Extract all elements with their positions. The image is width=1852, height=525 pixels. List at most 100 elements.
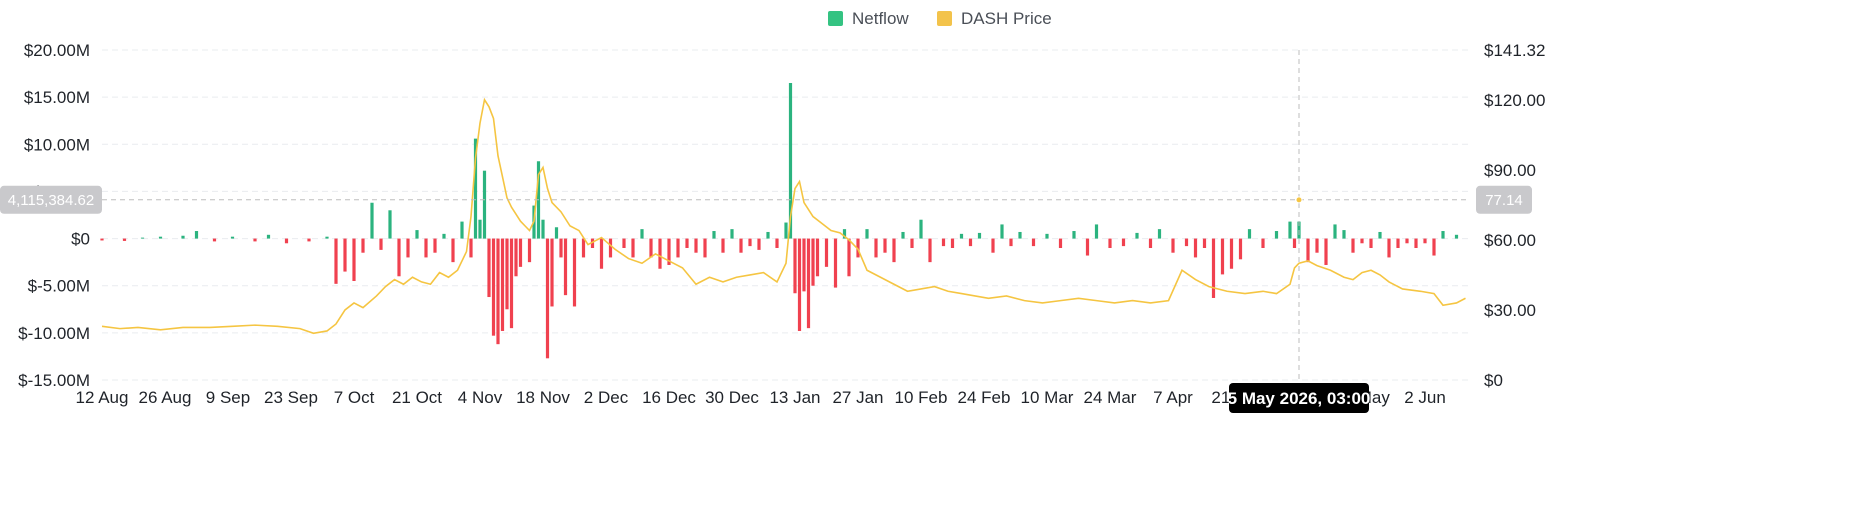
y-left-tick-label: $20.00M — [24, 41, 90, 60]
y-left-tick-label: $10.00M — [24, 135, 90, 154]
netflow-bar — [1432, 238, 1436, 256]
netflow-bar — [977, 232, 982, 239]
netflow-bar — [721, 238, 725, 253]
legend-netflow-swatch[interactable] — [828, 11, 843, 26]
x-tick-label: 10 Mar — [1021, 388, 1074, 407]
x-tick-label: 12 Aug — [76, 388, 129, 407]
legend-price-label[interactable]: DASH Price — [961, 9, 1052, 28]
netflow-bar — [815, 238, 820, 277]
netflow-bar — [460, 221, 464, 239]
netflow-bar — [640, 229, 644, 239]
netflow-bar — [1135, 232, 1139, 239]
x-tick-label: 30 Dec — [705, 388, 759, 407]
x-tick-label: 21 Oct — [392, 388, 442, 407]
netflow-bar — [343, 238, 347, 272]
netflow-bar — [1018, 231, 1022, 239]
crosshair-left-value: 4,115,384.62 — [8, 192, 94, 209]
netflow-bar — [802, 238, 806, 292]
crosshair-right-value: 77.14 — [1485, 192, 1523, 209]
price-line — [101, 97, 1466, 335]
x-tick-label: 7 Apr — [1153, 388, 1193, 407]
netflow-bar — [451, 238, 455, 263]
netflow-bar — [1157, 229, 1162, 239]
crosshair-price-point — [1295, 196, 1303, 204]
netflow-bar — [1108, 238, 1112, 248]
netflow-bar — [473, 138, 478, 239]
netflow-bar — [892, 238, 896, 263]
netflow-bar — [1288, 221, 1292, 239]
x-tick-label: 4 Nov — [458, 388, 503, 407]
y-left-tick-label: $15.00M — [24, 88, 90, 107]
netflow-bar — [1454, 234, 1459, 239]
netflow-bar — [482, 170, 487, 239]
netflow-bar — [1405, 238, 1409, 244]
legend-netflow-label[interactable]: Netflow — [852, 9, 909, 28]
netflow-bar — [991, 238, 995, 253]
netflow-bar — [284, 238, 289, 244]
netflow-bar — [1351, 238, 1355, 253]
x-axis: 12 Aug 26 Aug 9 Sep 23 Sep 7 Oct 21 Oct 4 Nov 1… — [76, 388, 1446, 407]
netflow-bar — [253, 238, 257, 242]
netflow-bar — [550, 238, 554, 307]
netflow-bar — [415, 230, 419, 239]
netflow-bar — [379, 238, 383, 250]
netflow-bar — [424, 238, 428, 258]
y-axis-left: $20.00M$15.00M$10.00M$5.00M$0$-5.00M$-10… — [18, 41, 90, 390]
netflow-bar — [1342, 230, 1346, 239]
netflow-bar — [554, 227, 559, 239]
x-tick-label: 7 Oct — [334, 388, 375, 407]
netflow-bar — [1247, 229, 1252, 239]
netflow-bar — [194, 231, 199, 239]
netflow-bar — [1261, 238, 1265, 248]
netflow-bar — [397, 238, 401, 277]
netflow-bar — [811, 238, 815, 286]
netflow-bar — [622, 238, 626, 248]
netflow-bar — [140, 237, 145, 239]
netflow-bar — [766, 231, 770, 239]
x-tick-label: 27 Jan — [832, 388, 883, 407]
netflow-bar — [968, 238, 973, 247]
x-tick-label: 26 Aug — [139, 388, 192, 407]
netflow-bar — [100, 238, 104, 241]
netflow-bar — [1378, 231, 1382, 239]
netflow-bar — [775, 238, 779, 248]
netflow-bar — [518, 238, 523, 267]
netflow-bar — [181, 235, 185, 239]
netflow-bar — [1202, 238, 1207, 248]
crosshair: 4,115,384.62 77.14 5 May 2026, 03:00 — [0, 50, 1532, 413]
netflow-bar — [599, 238, 604, 269]
y-left-tick-label: $-10.00M — [18, 324, 90, 343]
netflow-bar — [406, 238, 410, 258]
y-left-tick-label: $0 — [71, 230, 90, 249]
netflow-bar — [1292, 238, 1297, 248]
y-right-tick-label: $141.32 — [1484, 41, 1545, 60]
netflow-bar — [1031, 238, 1036, 247]
netflow-bar — [784, 222, 788, 239]
legend-price-swatch[interactable] — [937, 11, 952, 26]
netflow-bar — [847, 238, 851, 277]
netflow-bar — [842, 229, 847, 239]
netflow-bar — [1274, 231, 1279, 239]
netflow-bar — [334, 238, 338, 284]
netflow-bar — [433, 238, 437, 253]
netflow-bar — [1315, 238, 1319, 253]
netflow-bar — [1148, 238, 1153, 248]
y-right-tick-label: $30.00 — [1484, 301, 1536, 320]
netflow-bar — [1423, 238, 1427, 244]
netflow-bar — [1058, 238, 1063, 248]
netflow-bar — [1360, 238, 1364, 244]
crosshair-right-badge — [1476, 185, 1532, 214]
netflow-bar — [361, 238, 365, 253]
netflow-bar — [631, 238, 635, 258]
netflow-bar — [883, 238, 887, 253]
netflow-bar — [806, 238, 811, 329]
netflow-bar — [1009, 238, 1013, 247]
netflow-bar — [1085, 238, 1090, 256]
netflow-bar — [748, 238, 752, 247]
netflow-bar — [1396, 238, 1400, 248]
netflow-bar — [676, 238, 680, 258]
netflow-bar — [667, 238, 671, 265]
x-tick-label: 24 Feb — [958, 388, 1011, 407]
x-tick-label: 2 Jun — [1404, 388, 1446, 407]
